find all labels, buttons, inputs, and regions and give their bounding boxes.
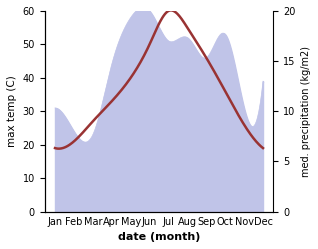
- Y-axis label: med. precipitation (kg/m2): med. precipitation (kg/m2): [301, 46, 311, 177]
- X-axis label: date (month): date (month): [118, 232, 200, 242]
- Y-axis label: max temp (C): max temp (C): [7, 75, 17, 147]
